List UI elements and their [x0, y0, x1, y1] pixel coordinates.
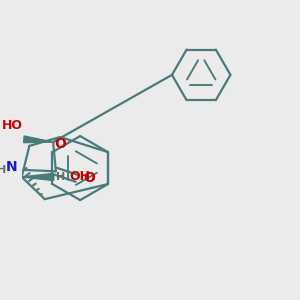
Text: H: H: [0, 165, 6, 175]
Text: H: H: [56, 172, 69, 182]
Text: N: N: [5, 160, 17, 174]
Text: HO: HO: [2, 119, 22, 132]
Text: OH: OH: [69, 170, 90, 184]
Text: O: O: [84, 171, 96, 185]
Text: O: O: [54, 137, 66, 151]
Polygon shape: [24, 136, 53, 142]
Polygon shape: [22, 173, 54, 181]
